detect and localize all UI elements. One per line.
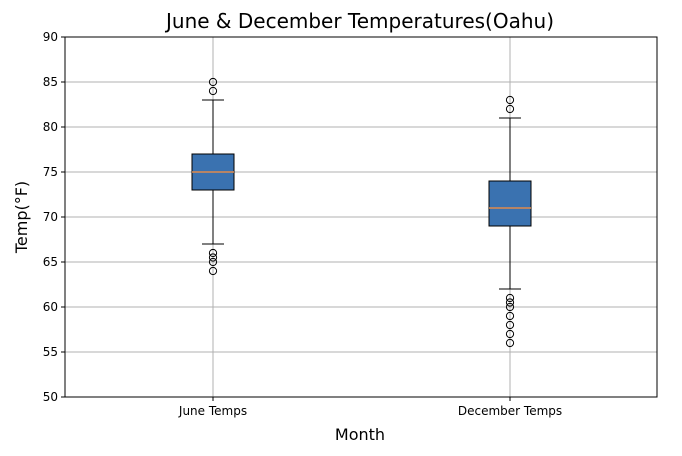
- outlier-point: [208, 248, 218, 258]
- x-tick-label: December Temps: [458, 404, 562, 418]
- y-tick-label: 55: [43, 345, 58, 359]
- outlier-point: [208, 257, 218, 267]
- grid-layer: [65, 37, 657, 397]
- y-tick-label: 65: [43, 255, 58, 269]
- y-tick-label: 80: [43, 120, 58, 134]
- outlier-point: [505, 311, 515, 321]
- outlier-point: [505, 293, 515, 303]
- y-tick-label: 85: [43, 75, 58, 89]
- outlier-point: [505, 95, 515, 105]
- tick-layer: 50 55 60 65 70 75 80 85 90 June Temps December Tem…: [43, 30, 562, 418]
- x-tick-label: June Temps: [178, 404, 247, 418]
- box-december: [488, 95, 532, 348]
- y-tick-label: 70: [43, 210, 58, 224]
- outlier-point: [208, 86, 218, 96]
- x-axis-label: Month: [335, 425, 385, 444]
- y-tick-label: 50: [43, 390, 58, 404]
- outlier-point: [208, 253, 218, 262]
- outlier-point: [208, 77, 218, 87]
- chart-title: June & December Temperatures(Oahu): [164, 9, 554, 33]
- y-axis-label: Temp(°F): [12, 181, 31, 254]
- outlier-point: [505, 104, 515, 114]
- outlier-point: [505, 298, 515, 307]
- box-layer: [191, 77, 532, 348]
- box-june: [191, 77, 235, 276]
- iqr-box: [488, 180, 532, 227]
- outlier-point: [505, 329, 515, 339]
- outlier-point: [505, 320, 515, 330]
- outlier-point: [505, 338, 515, 348]
- y-tick-label: 90: [43, 30, 58, 44]
- y-tick-label: 60: [43, 300, 58, 314]
- y-tick-label: 75: [43, 165, 58, 179]
- outlier-point: [505, 302, 515, 312]
- outlier-point: [208, 266, 218, 276]
